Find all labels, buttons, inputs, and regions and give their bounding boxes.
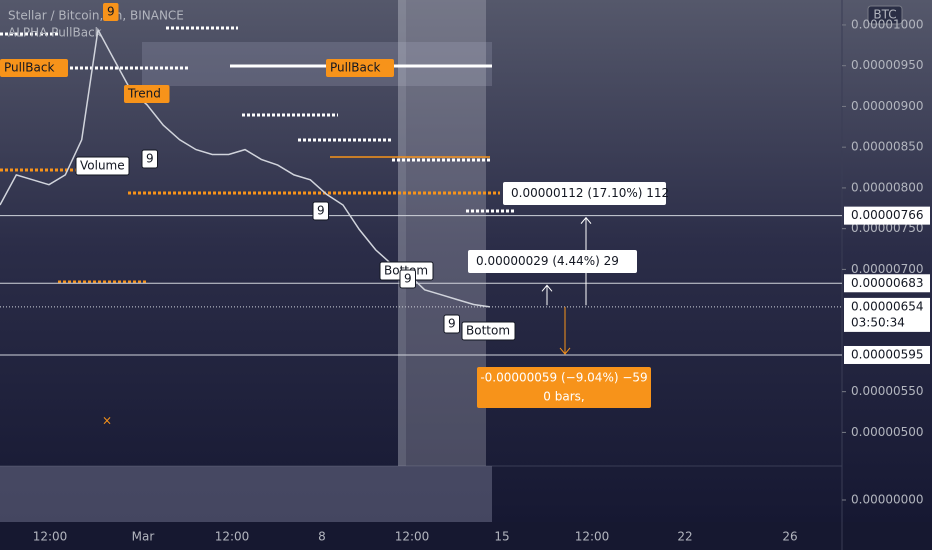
price-label: 0.00000766: [851, 208, 924, 222]
x-tick-label: 22: [677, 530, 692, 544]
currency-badge[interactable]: [867, 5, 903, 25]
annotation-box: [103, 3, 119, 21]
annotation-box: [461, 321, 516, 341]
x-tick-label: 26: [782, 530, 797, 544]
countdown: 03:50:34: [851, 315, 905, 329]
annotation-box: [326, 59, 394, 77]
annotation-box: [124, 85, 170, 103]
annotation-box: [75, 156, 130, 176]
y-tick-label: 0.00000850: [851, 140, 924, 154]
time-axis: [0, 522, 932, 550]
annotation: Volume: [80, 159, 125, 173]
highlight-zone: [406, 0, 486, 466]
currency: BTC: [873, 8, 896, 22]
cross-marker: ×: [102, 414, 112, 428]
x-tick-label: Mar: [132, 530, 155, 544]
y-tick-label: 0.00000800: [851, 180, 924, 194]
annotation-box: [0, 59, 68, 77]
x-tick-label: 12:00: [33, 530, 68, 544]
measure-sub: 0 bars,: [543, 390, 584, 404]
x-tick-label: 12:00: [575, 530, 610, 544]
y-tick-label: 0.00000550: [851, 384, 924, 398]
symbol-title: Stellar / Bitcoin, 4h, BINANCE: [8, 9, 184, 23]
x-tick-label: 8: [318, 530, 326, 544]
measure-box: [503, 182, 666, 205]
x-tick-label: 12:00: [215, 530, 250, 544]
y-tick-label: 0.00000500: [851, 425, 924, 439]
annotation: 9: [146, 152, 154, 166]
price-badge: [844, 297, 930, 332]
zone: [142, 42, 492, 86]
annotation: PullBack: [4, 61, 54, 75]
price-badge: [844, 345, 930, 364]
measure-text: -0.00000059 (−9.04%) −59: [480, 371, 647, 385]
annotation: Trend: [127, 87, 161, 101]
price-badge: [844, 274, 930, 293]
y-tick-label: 0.00000700: [851, 262, 924, 276]
indicator-name: ALPHA PullBack: [8, 26, 102, 40]
annotation: Bottom: [466, 324, 510, 338]
annotation-box: [312, 201, 329, 221]
measure-box: [477, 367, 651, 408]
y-tick-label: 0.00000000: [851, 493, 924, 507]
y-tick-label: 0.00000900: [851, 99, 924, 113]
x-tick-label: 12:00: [395, 530, 430, 544]
annotation: PullBack: [330, 61, 380, 75]
measure-arrow: [559, 306, 571, 355]
price-badge: [844, 206, 930, 225]
measure-arrow: [541, 284, 553, 306]
annotation: 9: [107, 5, 115, 19]
annotation: 9: [448, 317, 456, 331]
measure-text: 0.00000112 (17.10%) 112: [511, 186, 669, 200]
indicator-pane: [0, 466, 492, 522]
y-tick-label: 0.00001000: [851, 17, 924, 31]
measure-text: 0.00000029 (4.44%) 29: [476, 254, 619, 268]
price-label: 0.00000654: [851, 299, 924, 313]
price-label: 0.00000595: [851, 347, 924, 361]
x-tick-label: 15: [494, 530, 509, 544]
annotation: 9: [317, 204, 325, 218]
measure-box: [468, 250, 637, 273]
price-label: 0.00000683: [851, 276, 924, 290]
annotation-box: [141, 149, 158, 169]
y-tick-label: 0.00000950: [851, 58, 924, 72]
highlight-edge: [398, 0, 406, 466]
annotation-box: [443, 314, 460, 334]
annotation: 9: [404, 272, 412, 286]
annotation-box: [399, 269, 416, 289]
y-tick-label: 0.00000750: [851, 221, 924, 235]
